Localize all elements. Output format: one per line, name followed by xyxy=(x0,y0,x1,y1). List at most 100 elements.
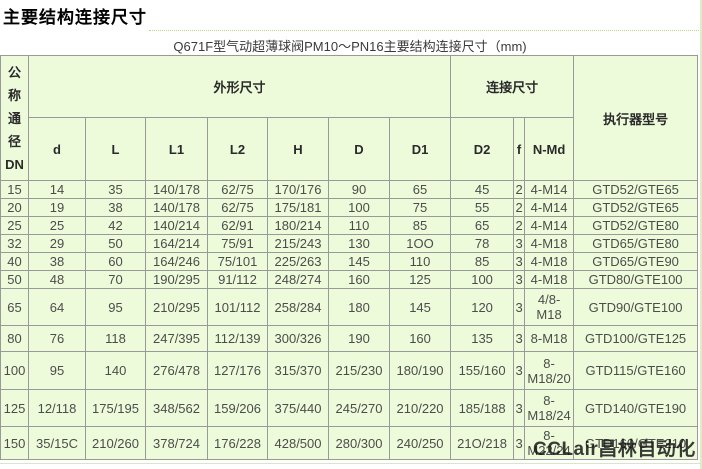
table-row: 32 29 50 164/214 75/91 215/243 130 1OO 78 3 4-M18 G… xyxy=(0,234,699,253)
cell-l2: 159/206 xyxy=(207,389,268,427)
cell-l1: 348/562 xyxy=(145,389,208,427)
table-row: 100 95 140 276/478 127/176 315/370 215/230 180/… xyxy=(0,351,699,390)
corner-line: 称 xyxy=(7,87,21,103)
cell-d1: 145 xyxy=(388,288,452,326)
cell-l: 95 xyxy=(85,288,146,326)
cell-d2: 185/188 xyxy=(450,389,515,427)
cell-nmd: 8- M22/24 xyxy=(524,426,575,460)
cell-dd: 110 xyxy=(328,216,390,235)
cell-l: 175/195 xyxy=(85,389,146,427)
cell-l: 70 xyxy=(85,270,146,289)
cell-d2: 78 xyxy=(450,234,515,253)
cell-actuator: GTD52/GTE80 xyxy=(573,216,699,235)
title-underline xyxy=(149,30,699,31)
cell-l: 60 xyxy=(85,252,146,271)
spec-table: 公称通径 DN 外形尺寸 连接尺寸 执行器型号 d L L1 L2 H D D1 … xyxy=(0,55,699,460)
table-row: 40 38 60 164/246 75/101 225/263 145 110 85 3 4-M18… xyxy=(0,252,699,271)
cell-l2: 62/75 xyxy=(207,198,268,217)
cell-dn: 150 xyxy=(0,426,29,460)
cell-l1: 210/295 xyxy=(145,288,208,326)
table-row: 15 14 35 140/178 62/75 170/176 90 65 45 2 4-M14 GTD… xyxy=(0,180,699,199)
cell-dn: 40 xyxy=(0,252,29,271)
cell-f: 3 xyxy=(513,288,526,326)
cell-l: 140 xyxy=(85,351,146,390)
cell-h: 225/263 xyxy=(267,252,329,271)
cell-actuator: GTD65/GTE80 xyxy=(573,234,699,253)
col-header-f: f xyxy=(513,117,526,181)
watermark: CCLair昌林自动化 xyxy=(533,439,696,460)
cell-d2: 45 xyxy=(450,180,515,199)
col-header-h: H xyxy=(267,117,329,181)
cell-nmd: 4-M14 xyxy=(524,216,575,235)
cell-dn: 25 xyxy=(0,216,29,235)
cell-dn: 100 xyxy=(0,351,29,390)
col-header-d1: D1 xyxy=(388,117,452,181)
cell-l: 35 xyxy=(85,180,146,199)
cell-l2: 91/112 xyxy=(207,270,268,289)
cell-actuator: GTD65/GTE90 xyxy=(573,252,699,271)
cell-f: 3 xyxy=(513,234,526,253)
cell-l2: 75/101 xyxy=(207,252,268,271)
corner-line: 通 xyxy=(7,110,21,126)
cell-l: 210/260 xyxy=(85,426,146,460)
header-group-row: 公称通径 DN 外形尺寸 连接尺寸 执行器型号 xyxy=(0,55,699,181)
cell-l1: 140/214 xyxy=(145,216,208,235)
cell-d2: 55 xyxy=(450,198,515,217)
cell-d1: 65 xyxy=(388,180,452,199)
cell-l: 50 xyxy=(85,234,146,253)
cell-dd: 280/300 xyxy=(328,426,390,460)
cell-dn: 15 xyxy=(0,180,29,199)
cell-d: 25 xyxy=(28,216,86,235)
cell-h: 170/176 xyxy=(267,180,329,199)
cell-d1: 75 xyxy=(388,198,452,217)
cell-l1: 164/246 xyxy=(145,252,208,271)
table-row: 80 76 118 247/395 112/139 300/326 190 160 135 3 8-… xyxy=(0,325,699,352)
cell-actuator: GTD115/GTE160 xyxy=(573,351,699,390)
cell-l2: 101/112 xyxy=(207,288,268,326)
cell-l1: 247/395 xyxy=(145,325,208,352)
cell-actuator: GTD90/GTE100 xyxy=(573,288,699,326)
cell-l2: 75/91 xyxy=(207,234,268,253)
cell-l2: 112/139 xyxy=(207,325,268,352)
cell-f: 3 xyxy=(513,426,526,460)
cell-dn: 32 xyxy=(0,234,29,253)
cell-nmd: 4/8- M18 xyxy=(524,288,575,326)
cell-dd: 100 xyxy=(328,198,390,217)
cell-nmd: 4-M18 xyxy=(524,252,575,271)
cell-dn: 125 xyxy=(0,389,29,427)
col-header-d: d xyxy=(28,117,86,181)
cell-l2: 176/228 xyxy=(207,426,268,460)
cell-d1: 125 xyxy=(388,270,452,289)
cell-l: 38 xyxy=(85,198,146,217)
cell-l1: 276/478 xyxy=(145,351,208,390)
cell-d: 76 xyxy=(28,325,86,352)
col-header-l: L xyxy=(85,117,146,181)
group-connection-dimensions: 连接尺寸 xyxy=(450,55,575,118)
cell-nmd: 8-M18 xyxy=(524,325,575,352)
cell-actuator: GTD140/GTE190 xyxy=(573,389,699,427)
cell-h: 315/370 xyxy=(267,351,329,390)
cell-l1: 190/295 xyxy=(145,270,208,289)
actuator-header: 执行器型号 xyxy=(573,55,699,181)
cell-d1: 180/190 xyxy=(388,351,452,390)
corner-line: 径 xyxy=(7,133,21,149)
cell-nmd: 4-M14 xyxy=(524,180,575,199)
cell-h: 180/214 xyxy=(267,216,329,235)
cell-actuator: GTD100/GTE125 xyxy=(573,325,699,352)
cell-actuator: GTD160/GTE210 xyxy=(573,426,699,460)
cell-l: 42 xyxy=(85,216,146,235)
cell-dd: 145 xyxy=(328,252,390,271)
cell-d: 14 xyxy=(28,180,86,199)
cell-h: 258/284 xyxy=(267,288,329,326)
cell-d1: 160 xyxy=(388,325,452,352)
col-header-l1: L1 xyxy=(145,117,208,181)
cell-l1: 140/178 xyxy=(145,198,208,217)
cell-l1: 164/214 xyxy=(145,234,208,253)
cell-d2: 21O/218 xyxy=(450,426,515,460)
right-border-line xyxy=(700,0,702,469)
cell-d: 19 xyxy=(28,198,86,217)
corner-line: 公 xyxy=(7,64,21,80)
cell-dn: 80 xyxy=(0,325,29,352)
cell-d2: 100 xyxy=(450,270,515,289)
cell-actuator: GTD80/GTE100 xyxy=(573,270,699,289)
